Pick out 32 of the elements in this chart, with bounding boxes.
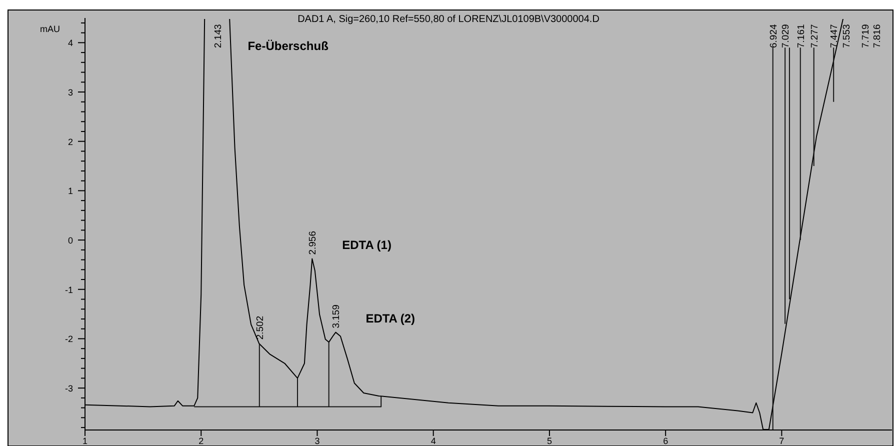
y-tick-label: 4 — [68, 38, 73, 48]
annotation: 7.161 — [796, 24, 807, 48]
x-tick-label: 7 — [779, 436, 784, 446]
annotation: 2.502 — [254, 316, 266, 340]
y-tick-label: 1 — [68, 186, 73, 196]
annotation: EDTA (2) — [366, 311, 416, 326]
x-tick-label: 6 — [663, 436, 668, 446]
annotation: 2.143 — [213, 24, 224, 48]
y-tick-label: 2 — [68, 136, 73, 147]
y-tick-label: 3 — [68, 88, 73, 98]
annotation: EDTA (1) — [342, 238, 392, 252]
annotation: 7.029 — [780, 24, 792, 48]
y-tick-label: -2 — [64, 334, 73, 344]
x-tick-label: 4 — [430, 436, 436, 446]
chart-title: DAD1 A, Sig=260,10 Ref=550,80 of LORENZ\JL0109B\V3000004.D — [298, 14, 600, 25]
annotation: 3.159 — [331, 304, 342, 328]
annotation: 7.719 — [860, 24, 872, 48]
y-axis-title: mAU — [40, 24, 60, 34]
annotation: Fe-Überschuß — [248, 39, 328, 53]
x-tick-label: 2 — [198, 436, 204, 446]
annotation: 7.816 — [872, 24, 883, 48]
annotation: 7.277 — [809, 24, 820, 48]
annotation: 7.553 — [841, 24, 852, 48]
x-tick-label: 1 — [82, 436, 88, 446]
x-tick-label: 3 — [314, 436, 320, 446]
x-tick-label: 5 — [546, 436, 552, 446]
annotation: 2.956 — [308, 231, 319, 255]
y-tick-label: 0 — [68, 236, 73, 246]
y-tick-label: -3 — [64, 384, 73, 394]
annotation: 7.447 — [829, 24, 840, 48]
y-tick-label: -1 — [64, 284, 73, 295]
annotation: 6.924 — [768, 24, 780, 48]
